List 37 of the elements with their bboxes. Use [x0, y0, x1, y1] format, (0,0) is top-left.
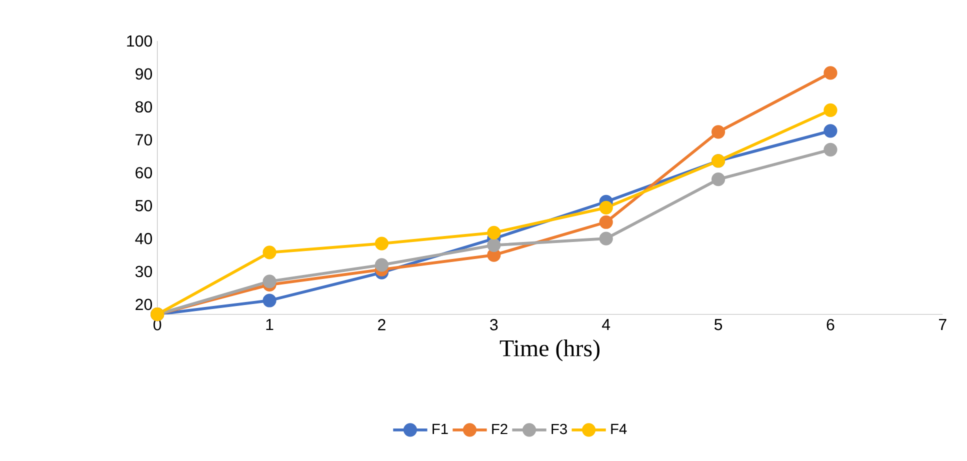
- point: [824, 103, 838, 117]
- x-axis-title: Time (hrs): [500, 340, 600, 362]
- point: [599, 200, 613, 214]
- point: [711, 172, 726, 186]
- point: [262, 294, 276, 308]
- x-tick-label: 3: [490, 319, 498, 330]
- legend-label: F4: [611, 424, 627, 434]
- x-tick-label: 2: [378, 319, 386, 330]
- point: [824, 124, 838, 138]
- y-tick-label: 90: [136, 68, 152, 80]
- legend-label: F3: [552, 424, 567, 434]
- y-tick-label: 30: [135, 266, 152, 278]
- point: [487, 226, 501, 240]
- y-tick-label: 80: [136, 101, 152, 113]
- y-tick-label: 70: [136, 134, 152, 146]
- point: [711, 125, 726, 139]
- x-tick-label: 7: [939, 319, 946, 330]
- legend-label: F2: [492, 424, 508, 434]
- point: [262, 274, 276, 288]
- point: [599, 232, 613, 246]
- y-tick-label: 50: [135, 200, 152, 212]
- point: [599, 215, 613, 229]
- y-tick-label: 40: [135, 232, 152, 244]
- x-tick-label: 1: [266, 319, 274, 330]
- y-tick-label: 100: [127, 35, 152, 47]
- point: [824, 142, 838, 156]
- y-tick-label: 60: [136, 167, 152, 178]
- legend-label: F1: [432, 424, 448, 434]
- point: [262, 246, 276, 260]
- x-tick-label: 4: [602, 319, 610, 330]
- point: [374, 236, 389, 250]
- y-tick-label: 20: [136, 298, 152, 310]
- point: [824, 66, 838, 80]
- point: [374, 258, 389, 272]
- x-tick-label: 6: [826, 319, 834, 330]
- x-tick-label: 5: [714, 319, 722, 330]
- point: [487, 238, 501, 252]
